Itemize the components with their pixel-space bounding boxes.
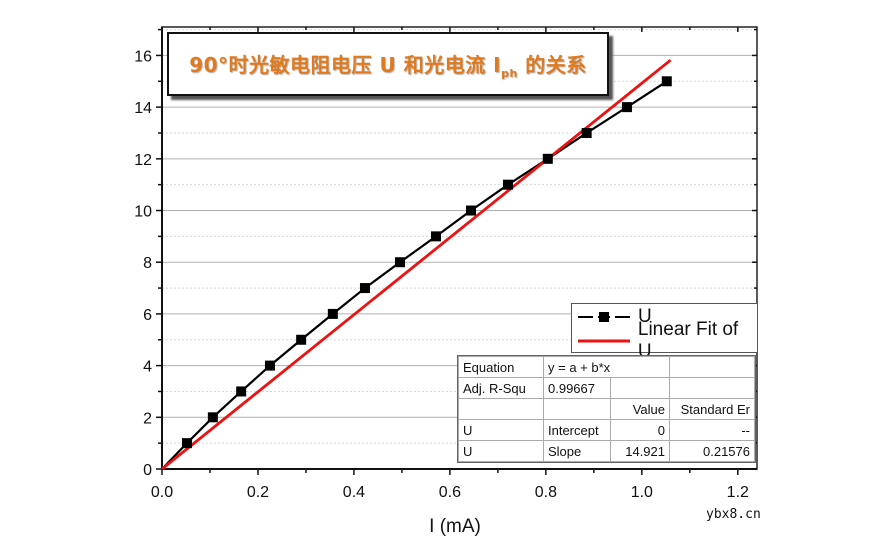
table-row: Adj. R-Squ 0.99667 xyxy=(458,377,755,399)
intercept-std-error: -- xyxy=(669,419,755,441)
table-cell: U xyxy=(458,440,544,462)
table-cell: U xyxy=(458,419,544,441)
table-cell: 0.99667 xyxy=(543,377,611,399)
data-point-marker xyxy=(502,179,513,190)
data-point-marker xyxy=(466,205,477,216)
intercept-value: 0 xyxy=(610,419,670,441)
table-cell xyxy=(610,377,670,399)
legend-label: U xyxy=(638,306,652,327)
watermark: ybx8.cn xyxy=(706,507,761,522)
data-point-marker xyxy=(207,412,218,423)
table-row: Equation y = a + b*x xyxy=(458,356,755,378)
chart-title-box: 90°时光敏电阻电压 U 和光电流 Iph 的关系 xyxy=(167,32,609,96)
table-row: Value Standard Er xyxy=(458,398,755,420)
data-point-marker xyxy=(581,127,592,138)
axes xyxy=(156,26,758,475)
chart-title: 90°时光敏电阻电压 U 和光电流 Iph 的关系 xyxy=(189,52,587,80)
svg-text:0.4: 0.4 xyxy=(343,484,365,501)
x-axis-label: I (mA) xyxy=(429,516,481,537)
table-cell: y = a + b*x xyxy=(543,356,670,378)
fit-results-table: Equation y = a + b*x Adj. R-Squ 0.99667 … xyxy=(457,355,756,463)
data-series xyxy=(161,58,672,471)
data-point-marker xyxy=(236,386,247,397)
svg-text:0.0: 0.0 xyxy=(151,484,173,501)
data-point-marker xyxy=(621,102,632,113)
data-point-marker xyxy=(181,438,192,449)
svg-text:0.6: 0.6 xyxy=(439,484,461,501)
data-point-marker xyxy=(327,308,338,319)
tick-labels: 0 2 4 6 8 10 12 14 16 0.0 0.2 0.4 0.6 0.8 1.0 1.2 xyxy=(134,48,749,501)
svg-text:4: 4 xyxy=(143,359,152,376)
data-point-marker xyxy=(264,360,275,371)
svg-text:0: 0 xyxy=(143,462,152,479)
data-point-marker xyxy=(395,257,405,268)
legend: U Linear Fit of U xyxy=(571,303,758,362)
table-cell: Intercept xyxy=(543,419,611,441)
table-header-std-error: Standard Er xyxy=(669,398,755,420)
svg-text:12: 12 xyxy=(134,152,152,169)
red-line-icon xyxy=(578,339,630,343)
svg-text:6: 6 xyxy=(143,307,152,324)
table-cell: Adj. R-Squ xyxy=(458,377,544,399)
data-point-marker xyxy=(430,231,441,242)
data-point-marker xyxy=(296,334,307,345)
legend-item-u: U xyxy=(576,305,652,329)
svg-text:0.2: 0.2 xyxy=(247,484,269,501)
svg-text:1.0: 1.0 xyxy=(631,484,653,501)
table-row: U Slope 14.921 0.21576 xyxy=(458,440,755,462)
table-cell: Equation xyxy=(458,356,544,378)
line-square-marker-icon xyxy=(578,312,630,322)
table-cell xyxy=(669,377,755,399)
table-cell xyxy=(458,398,544,420)
data-point-marker xyxy=(661,76,672,87)
table-cell xyxy=(543,398,611,420)
svg-text:14: 14 xyxy=(134,100,152,117)
slope-value: 14.921 xyxy=(610,440,670,462)
svg-text:8: 8 xyxy=(143,255,152,272)
svg-text:2: 2 xyxy=(143,410,152,427)
table-row: U Intercept 0 -- xyxy=(458,419,755,441)
svg-text:10: 10 xyxy=(134,204,152,221)
slope-std-error: 0.21576 xyxy=(669,440,755,462)
svg-text:0.8: 0.8 xyxy=(535,484,557,501)
table-cell xyxy=(669,356,755,378)
table-cell: Slope xyxy=(543,440,611,462)
svg-text:16: 16 xyxy=(134,48,152,65)
svg-text:1.2: 1.2 xyxy=(727,484,749,501)
table-header-value: Value xyxy=(610,398,670,420)
data-point-marker xyxy=(542,153,553,164)
data-point-marker xyxy=(359,283,370,294)
legend-item-linear-fit: Linear Fit of U xyxy=(576,319,757,362)
